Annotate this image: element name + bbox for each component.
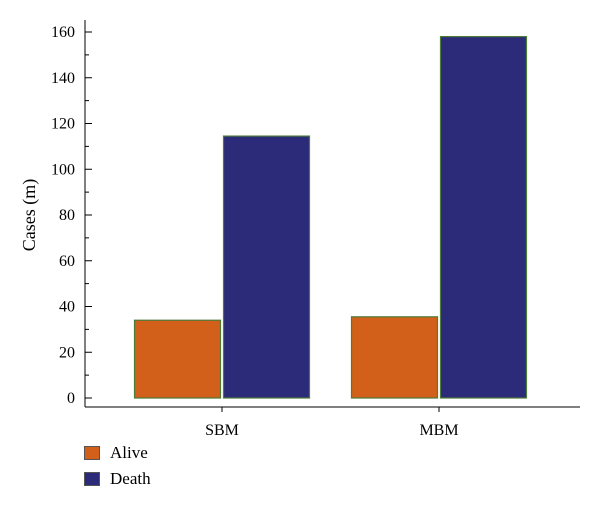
legend-item-alive: Alive — [84, 440, 151, 466]
legend-swatch-death — [84, 472, 100, 486]
y-tick-label: 80 — [59, 207, 75, 224]
y-tick-label: 140 — [51, 70, 75, 87]
x-tick-label: SBM — [205, 422, 239, 439]
x-tick-label: MBM — [419, 422, 458, 439]
legend-swatch-alive — [84, 446, 100, 460]
y-ticks-group: 0 20 40 60 80 100 120 140 160 — [51, 24, 92, 407]
y-tick-label: 100 — [51, 161, 75, 178]
y-axis-title: Cases (m) — [19, 179, 40, 251]
x-ticks-group: SBM MBM — [205, 407, 459, 439]
y-tick-label: 60 — [59, 253, 75, 270]
legend-label-alive: Alive — [110, 443, 148, 462]
y-tick-label: 160 — [51, 24, 75, 41]
y-tick-label: 0 — [67, 390, 75, 407]
bars-group — [133, 35, 528, 399]
legend-label-death: Death — [110, 469, 151, 488]
bar-death-mbm — [439, 35, 528, 399]
bar-alive-sbm — [133, 319, 222, 399]
legend-item-death: Death — [84, 466, 151, 492]
legend: Alive Death — [84, 440, 151, 492]
bar-alive-mbm — [350, 316, 439, 399]
y-tick-label: 20 — [59, 344, 75, 361]
bar-death-sbm — [222, 135, 311, 399]
y-tick-label: 40 — [59, 299, 75, 316]
axes-group — [84, 20, 580, 408]
y-tick-label: 120 — [51, 116, 75, 133]
